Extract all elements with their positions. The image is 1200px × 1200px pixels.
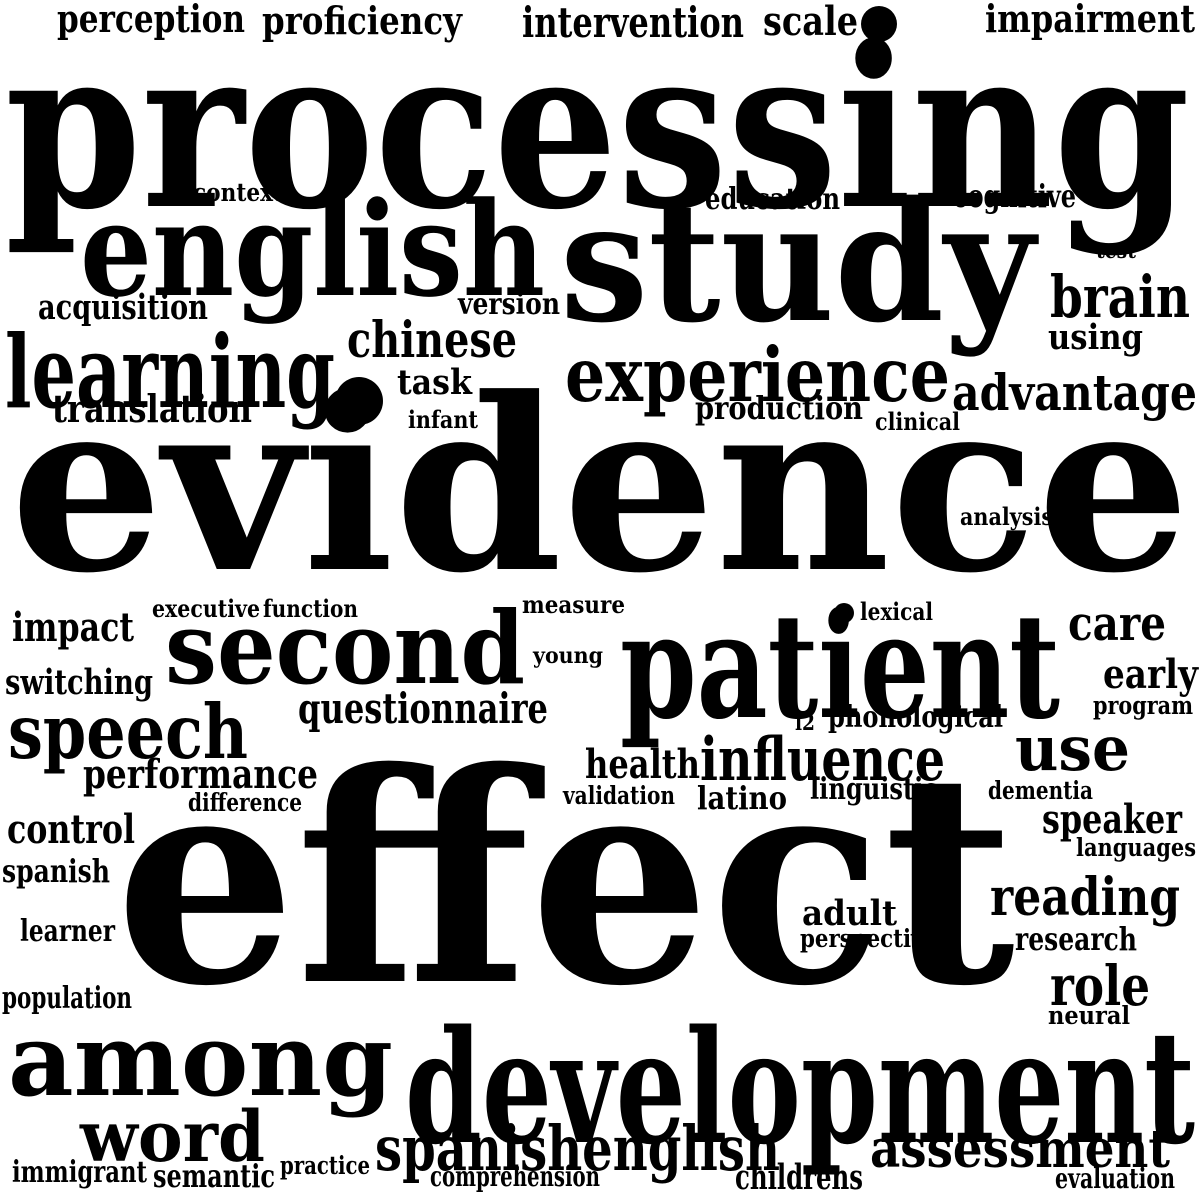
word-translation: translation bbox=[52, 386, 253, 431]
word-comprehension: comprehension bbox=[430, 1160, 600, 1193]
word-perspective: perspective bbox=[800, 924, 937, 953]
word-brain: brain bbox=[1050, 263, 1191, 331]
word-impairment: impairment bbox=[985, 0, 1196, 41]
word-health: health bbox=[585, 741, 701, 788]
word-lexical: lexical bbox=[860, 597, 934, 626]
word-acquisition: acquisition bbox=[38, 287, 208, 328]
word-proficiency: proficiency bbox=[262, 0, 463, 43]
word-infant: infant bbox=[408, 405, 479, 434]
word-word: word bbox=[80, 1095, 265, 1178]
word-program: program bbox=[1093, 691, 1193, 720]
word-spanishenglish: spanishenglish bbox=[375, 1112, 780, 1185]
word-clinical: clinical bbox=[875, 407, 961, 436]
word-test: test bbox=[1096, 238, 1137, 264]
word-linguistic: linguistic bbox=[810, 772, 938, 807]
word-task: task bbox=[397, 362, 473, 403]
word-evidence: evidence bbox=[10, 347, 1190, 626]
word-l2: l2 bbox=[795, 710, 816, 736]
word-analysis: analysis bbox=[960, 502, 1054, 531]
word-adult: adult bbox=[802, 893, 897, 934]
word-role: role bbox=[1050, 953, 1150, 1018]
word-immigrant: immigrant bbox=[12, 1155, 148, 1190]
word-impact: impact bbox=[12, 604, 134, 651]
word-study: study bbox=[560, 165, 1036, 359]
word-research: research bbox=[1015, 920, 1138, 958]
word-learning: learning bbox=[5, 313, 335, 431]
word-performance: performance bbox=[83, 751, 319, 798]
dot-mark bbox=[335, 377, 383, 425]
word-experience: experience bbox=[565, 331, 951, 419]
word-context: context bbox=[193, 178, 283, 207]
word-assessment: assessment bbox=[870, 1119, 1170, 1180]
word-cognitive: cognitive bbox=[953, 177, 1076, 215]
word-english: english bbox=[80, 173, 546, 326]
word-production: production bbox=[695, 389, 863, 427]
word-perception: perception bbox=[57, 0, 245, 41]
word-early: early bbox=[1103, 651, 1198, 698]
word-care: care bbox=[1068, 596, 1167, 652]
word-switching: switching bbox=[5, 662, 153, 703]
word-latino: latino bbox=[697, 779, 788, 817]
word-phonological: phonological bbox=[828, 700, 1004, 735]
word-practice: practice bbox=[280, 1151, 370, 1180]
word-development: development bbox=[405, 996, 1196, 1179]
word-difference: difference bbox=[188, 788, 303, 817]
word-among: among bbox=[8, 1001, 393, 1119]
word-spanish: spanish bbox=[2, 852, 111, 890]
word-neural: neural bbox=[1048, 1001, 1130, 1030]
word-speech: speech bbox=[8, 688, 248, 776]
dot-mark bbox=[861, 6, 897, 42]
word-languages: languages bbox=[1076, 833, 1197, 862]
word-use: use bbox=[1015, 712, 1130, 785]
word-advantage: advantage bbox=[952, 363, 1198, 422]
dot-mark bbox=[834, 603, 854, 623]
word-education: education bbox=[705, 182, 841, 217]
word-using: using bbox=[1048, 317, 1144, 358]
word-validation: validation bbox=[563, 781, 675, 810]
word-evaluation: evaluation bbox=[1055, 1162, 1175, 1195]
word-childrens: childrens bbox=[735, 1157, 863, 1198]
word-chinese: chinese bbox=[347, 310, 518, 369]
word-processing: processing bbox=[5, 0, 1190, 259]
word-speaker: speaker bbox=[1042, 796, 1182, 843]
word-control: control bbox=[7, 806, 135, 853]
word-second: second bbox=[165, 589, 525, 707]
word-effect: effect bbox=[115, 710, 1015, 1050]
word-intervention: intervention bbox=[522, 0, 745, 47]
word-learner: learner bbox=[20, 914, 115, 949]
word-semantic: semantic bbox=[153, 1157, 275, 1195]
word-young: young bbox=[533, 643, 604, 669]
word-scale: scale bbox=[763, 0, 859, 45]
word-measure: measure bbox=[522, 590, 625, 619]
word-executive: executive bbox=[152, 594, 260, 623]
word-reading: reading bbox=[990, 867, 1180, 928]
word-dementia: dementia bbox=[988, 776, 1094, 805]
word-population: population bbox=[2, 981, 132, 1016]
word-questionnaire: questionnaire bbox=[298, 684, 548, 733]
word-version: version bbox=[458, 287, 561, 322]
word-function: function bbox=[263, 594, 358, 623]
word-influence: influence bbox=[700, 725, 946, 795]
